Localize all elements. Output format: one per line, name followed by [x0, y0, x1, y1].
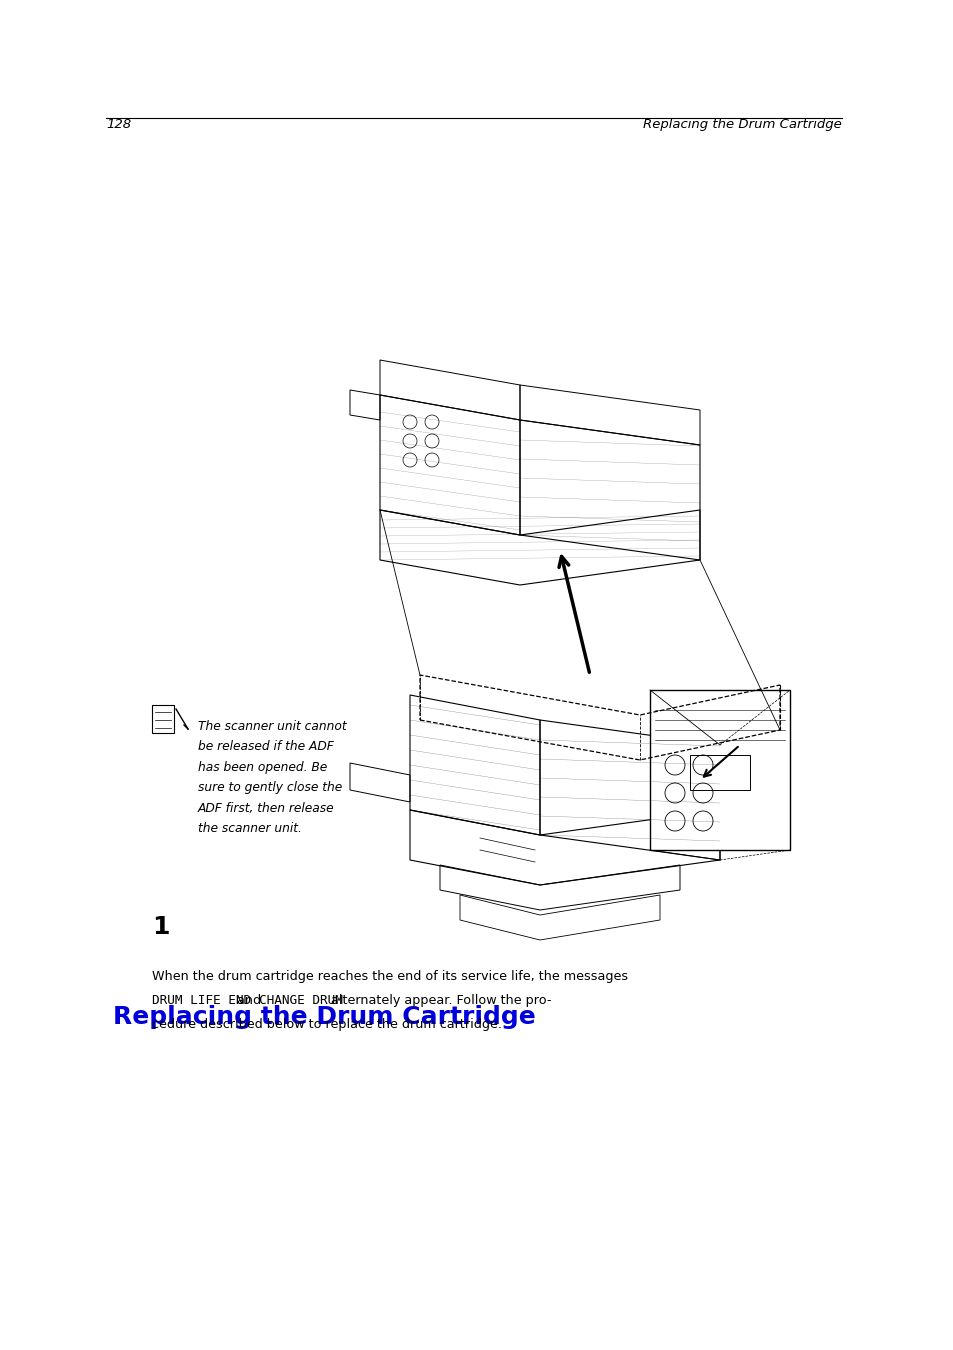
- Text: sure to gently close the: sure to gently close the: [198, 782, 342, 795]
- Text: The scanner unit cannot: The scanner unit cannot: [198, 720, 346, 733]
- Text: and: and: [233, 994, 264, 1007]
- Text: be released if the ADF: be released if the ADF: [198, 741, 334, 753]
- Polygon shape: [649, 690, 789, 850]
- Text: 128: 128: [106, 117, 131, 131]
- Text: has been opened. Be: has been opened. Be: [198, 761, 327, 774]
- Text: 1: 1: [152, 915, 170, 940]
- Text: Replacing the Drum Cartridge: Replacing the Drum Cartridge: [642, 117, 841, 131]
- Bar: [152, 705, 173, 733]
- Text: Replacing the Drum Cartridge: Replacing the Drum Cartridge: [112, 1004, 536, 1029]
- Text: CHANGE DRUM: CHANGE DRUM: [258, 994, 342, 1007]
- Text: ADF first, then release: ADF first, then release: [198, 802, 335, 815]
- Text: When the drum cartridge reaches the end of its service life, the messages: When the drum cartridge reaches the end …: [152, 971, 627, 983]
- Bar: [689, 755, 749, 790]
- Text: the scanner unit.: the scanner unit.: [198, 822, 301, 836]
- Text: cedure described below to replace the drum cartridge.: cedure described below to replace the dr…: [152, 1018, 501, 1031]
- Text: DRUM LIFE END: DRUM LIFE END: [152, 994, 251, 1007]
- Text: alternately appear. Follow the pro-: alternately appear. Follow the pro-: [327, 994, 551, 1007]
